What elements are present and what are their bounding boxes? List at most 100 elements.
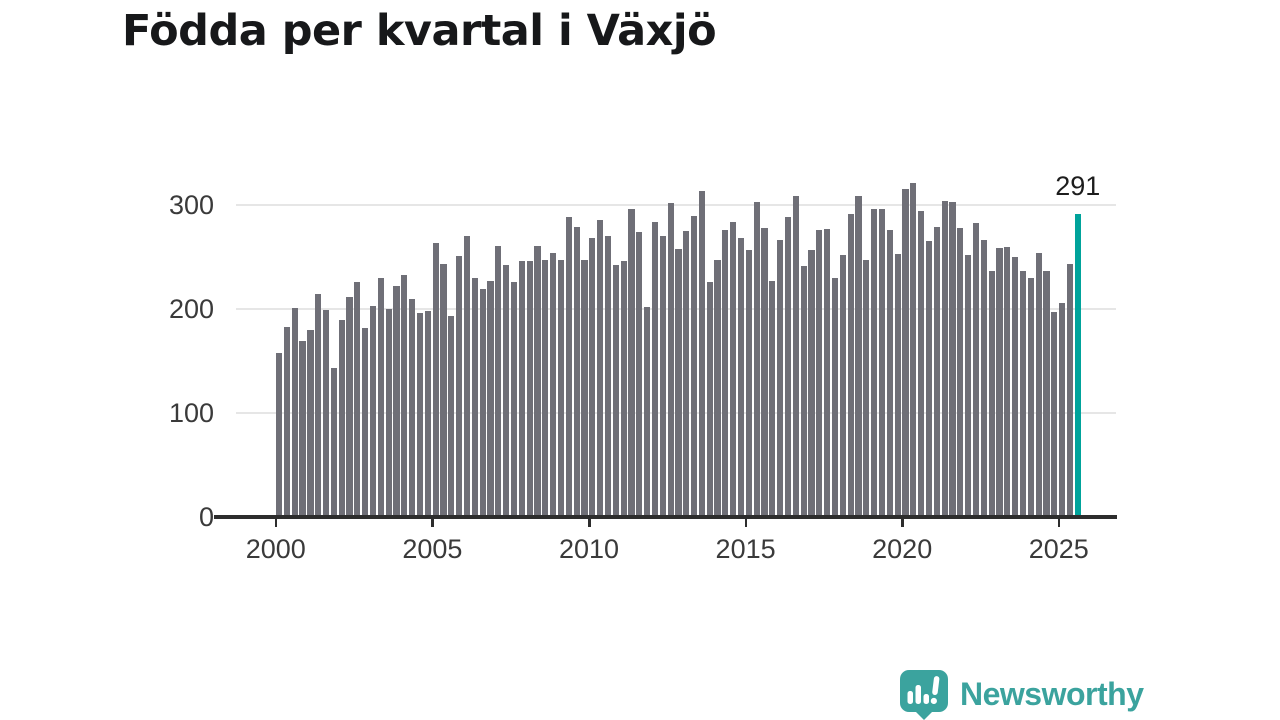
bar xyxy=(683,231,690,517)
bar xyxy=(534,245,541,517)
bar xyxy=(573,226,580,517)
x-tick-2020 xyxy=(901,518,904,527)
chart-plot-area xyxy=(236,168,1116,517)
bar xyxy=(1035,252,1042,517)
bar xyxy=(487,280,494,517)
bar xyxy=(808,249,815,517)
x-axis-line xyxy=(214,515,1117,519)
page-title: Födda per kvartal i Växjö xyxy=(122,6,717,56)
bar xyxy=(354,281,361,517)
bar xyxy=(346,296,353,517)
bar xyxy=(581,260,588,517)
bar xyxy=(722,229,729,517)
bar xyxy=(604,236,612,517)
bar xyxy=(910,183,917,517)
bar xyxy=(401,274,408,517)
bar xyxy=(416,313,424,517)
x-tick-2000 xyxy=(274,518,278,527)
newsworthy-logo: Newsworthy xyxy=(898,668,1144,720)
bar xyxy=(322,310,330,517)
speech-bubble-bar-chart-icon xyxy=(900,670,948,720)
y-tick-label-0: 0 xyxy=(198,502,214,532)
bar xyxy=(933,226,940,517)
bar xyxy=(409,298,416,517)
bar xyxy=(510,281,518,517)
bar xyxy=(737,238,745,517)
bar xyxy=(385,309,392,517)
bar xyxy=(949,201,956,517)
bar xyxy=(745,249,752,517)
x-tick-2025 xyxy=(1057,518,1061,527)
bar xyxy=(839,254,846,517)
logo-text: Newsworthy xyxy=(960,676,1144,712)
bar xyxy=(918,211,925,517)
gridline-y-300 xyxy=(236,204,1116,206)
bar xyxy=(1004,246,1011,517)
bar xyxy=(518,261,525,517)
bar xyxy=(1043,270,1050,517)
bar xyxy=(463,236,471,517)
bar xyxy=(659,236,666,517)
bar xyxy=(495,245,502,517)
bar xyxy=(377,277,384,517)
bar xyxy=(753,201,760,517)
bar xyxy=(675,248,682,517)
bar xyxy=(291,307,298,517)
bar xyxy=(330,368,337,517)
bar xyxy=(612,265,619,517)
bar xyxy=(886,229,893,517)
bar xyxy=(871,209,878,517)
bar xyxy=(714,260,721,517)
bar xyxy=(855,195,862,517)
bar xyxy=(542,260,549,517)
y-tick-label-200: 200 xyxy=(168,294,214,324)
bar xyxy=(550,252,557,517)
bar xyxy=(299,341,306,517)
bar xyxy=(432,243,439,517)
bar xyxy=(557,260,565,517)
bar xyxy=(816,229,823,517)
bar xyxy=(620,261,627,517)
bar xyxy=(471,277,478,517)
bar xyxy=(847,214,854,517)
bar xyxy=(636,232,643,517)
bar xyxy=(698,191,705,517)
bar xyxy=(730,221,737,517)
bar xyxy=(1027,277,1034,517)
bar xyxy=(777,240,784,517)
bar xyxy=(315,294,322,517)
bar xyxy=(393,286,400,517)
bar xyxy=(338,320,345,517)
bar xyxy=(503,265,510,517)
bar xyxy=(424,311,431,517)
bar xyxy=(925,241,933,517)
bar xyxy=(307,329,314,517)
x-tick-label-2005: 2005 xyxy=(402,534,463,564)
bar xyxy=(283,326,291,517)
bar xyxy=(769,280,776,517)
bar xyxy=(456,255,463,517)
bar xyxy=(980,240,987,517)
bar xyxy=(628,209,635,517)
bar xyxy=(589,238,596,517)
bar xyxy=(878,209,886,517)
bar xyxy=(761,227,768,517)
x-tick-2005 xyxy=(431,518,434,527)
bar xyxy=(1051,312,1058,517)
bar xyxy=(448,316,455,517)
x-tick-label-2000: 2000 xyxy=(245,534,306,564)
bar xyxy=(902,189,909,517)
bar xyxy=(526,261,533,517)
bar xyxy=(831,277,839,517)
x-tick-label-2015: 2015 xyxy=(715,534,776,564)
x-tick-2015 xyxy=(744,518,748,527)
bar xyxy=(651,221,659,517)
bar xyxy=(565,217,572,517)
x-tick-label-2025: 2025 xyxy=(1028,534,1089,564)
x-tick-label-2020: 2020 xyxy=(872,534,933,564)
bar xyxy=(706,281,713,517)
bar xyxy=(941,200,948,517)
bar xyxy=(1012,257,1019,517)
bar xyxy=(784,217,792,517)
bar xyxy=(972,222,980,517)
